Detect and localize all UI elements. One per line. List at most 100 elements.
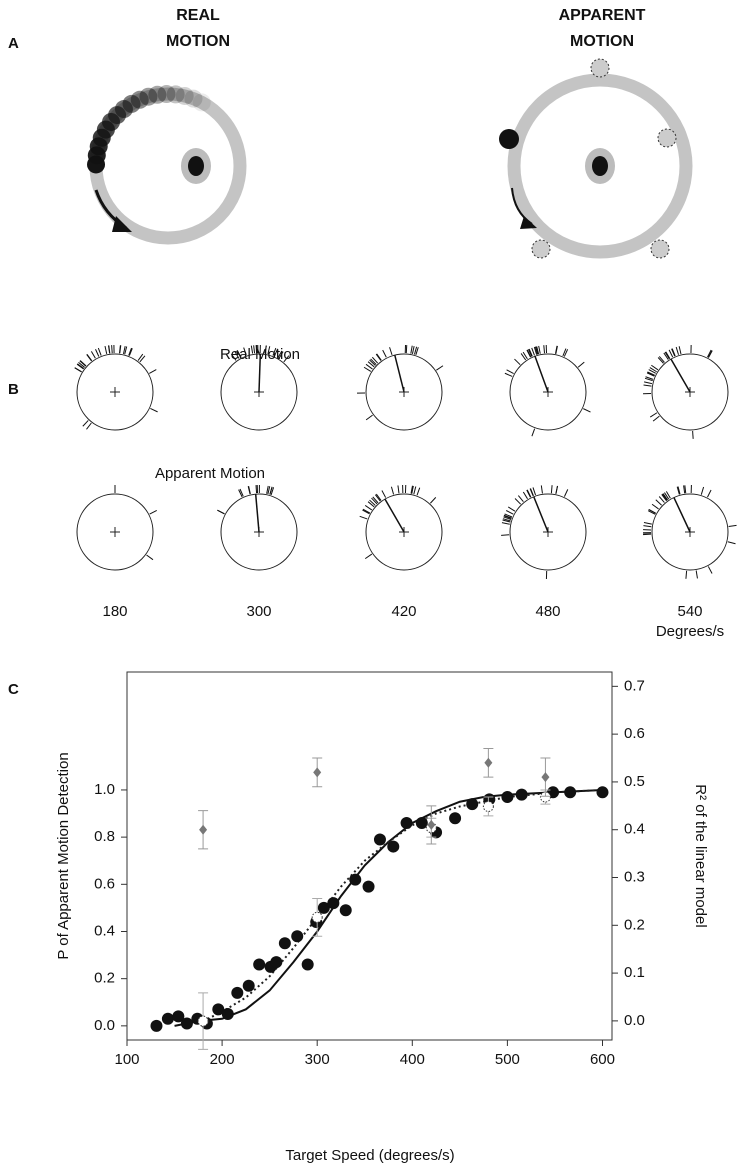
trail-dot: [157, 85, 176, 104]
response-tick: [415, 347, 419, 355]
y2-tick-label: 0.3: [624, 868, 645, 885]
response-tick: [139, 355, 146, 363]
panel-label: C: [8, 681, 19, 698]
y-tick-label: 0.4: [94, 922, 115, 939]
response-tick: [272, 347, 277, 356]
response-tick: [413, 346, 418, 355]
response-tick: [517, 495, 524, 503]
response-circle: [509, 353, 587, 431]
data-point: [415, 816, 428, 829]
trail-dot: [139, 87, 158, 106]
response-circle: [220, 353, 298, 431]
response-tick: [501, 522, 510, 525]
response-circle: [651, 353, 729, 431]
response-tick: [707, 489, 712, 498]
response-tick: [362, 509, 370, 515]
response-tick: [128, 347, 132, 356]
response-tick: [502, 519, 511, 523]
panel-title: MOTION: [570, 33, 634, 50]
response-tick: [514, 358, 521, 366]
response-circle: [76, 493, 154, 571]
speed-label: 540: [677, 603, 702, 620]
data-point: [349, 873, 362, 886]
data-point: [180, 1017, 193, 1030]
response-tick: [253, 345, 256, 354]
response-tick: [692, 430, 694, 439]
response-tick: [503, 516, 512, 520]
response-tick: [146, 554, 154, 561]
mean-direction: [534, 356, 549, 393]
data-point: [501, 791, 514, 804]
trail: [87, 85, 211, 174]
response-tick: [644, 377, 653, 382]
panel-label: A: [8, 35, 19, 52]
response-tick: [707, 349, 712, 358]
response-tick: [643, 381, 653, 385]
response-tick: [390, 486, 395, 495]
response-tick: [372, 496, 379, 504]
response-tick: [678, 346, 682, 355]
response-tick: [540, 485, 543, 494]
y2-tick-label: 0.4: [624, 821, 645, 838]
data-point: [278, 937, 291, 950]
data-point: [400, 816, 413, 829]
response-tick: [522, 491, 528, 500]
trail-dot: [166, 85, 185, 104]
response-tick: [411, 345, 415, 355]
response-circle: [76, 353, 154, 431]
response-tick: [651, 503, 659, 510]
response-tick: [363, 366, 372, 372]
flash: [590, 58, 610, 78]
response-tick: [536, 346, 540, 355]
y-tick-label: 0.8: [94, 828, 115, 845]
data-point: [466, 798, 479, 811]
y-tick-label: 0.2: [94, 970, 115, 987]
response-tick: [369, 499, 376, 506]
mean-direction: [258, 353, 262, 393]
response-tick: [676, 486, 680, 495]
response-circles: [74, 345, 737, 579]
response-tick: [648, 509, 656, 514]
response-tick: [707, 566, 713, 574]
data-point: [327, 897, 340, 910]
mean-direction: [394, 354, 405, 393]
response-tick: [364, 553, 373, 560]
data-point: [541, 772, 550, 783]
response-tick: [683, 485, 686, 494]
fixation-dot: [188, 156, 204, 176]
response-tick: [503, 515, 512, 519]
trail-dot: [175, 86, 194, 105]
response-tick: [397, 485, 400, 494]
response-tick: [382, 349, 387, 358]
y-tick-label: 0.0: [94, 1017, 115, 1034]
data-point: [199, 824, 208, 835]
data-point: [317, 901, 330, 914]
response-tick: [526, 489, 531, 498]
response-tick: [124, 346, 128, 355]
data-point: [427, 819, 436, 830]
row-title: Apparent Motion: [155, 465, 265, 482]
response-tick: [563, 489, 569, 497]
response-tick: [362, 508, 371, 514]
response-tick: [502, 518, 511, 522]
response-tick: [700, 486, 705, 495]
response-tick: [675, 346, 680, 355]
speed-label: 480: [535, 603, 560, 620]
response-tick: [250, 345, 254, 354]
response-tick: [359, 515, 368, 520]
response-tick: [538, 345, 541, 354]
response-tick: [411, 485, 414, 494]
x-tick-label: 400: [400, 1051, 425, 1068]
plot-frame: [126, 671, 613, 1041]
response-tick: [707, 350, 713, 358]
mean-direction: [384, 498, 405, 533]
flash: [531, 239, 551, 259]
response-tick: [504, 372, 513, 377]
response-tick: [150, 408, 158, 413]
response-tick: [668, 349, 674, 358]
data-point: [242, 979, 255, 992]
response-tick: [643, 525, 652, 528]
response-tick: [367, 361, 375, 368]
data-point: [362, 880, 375, 893]
